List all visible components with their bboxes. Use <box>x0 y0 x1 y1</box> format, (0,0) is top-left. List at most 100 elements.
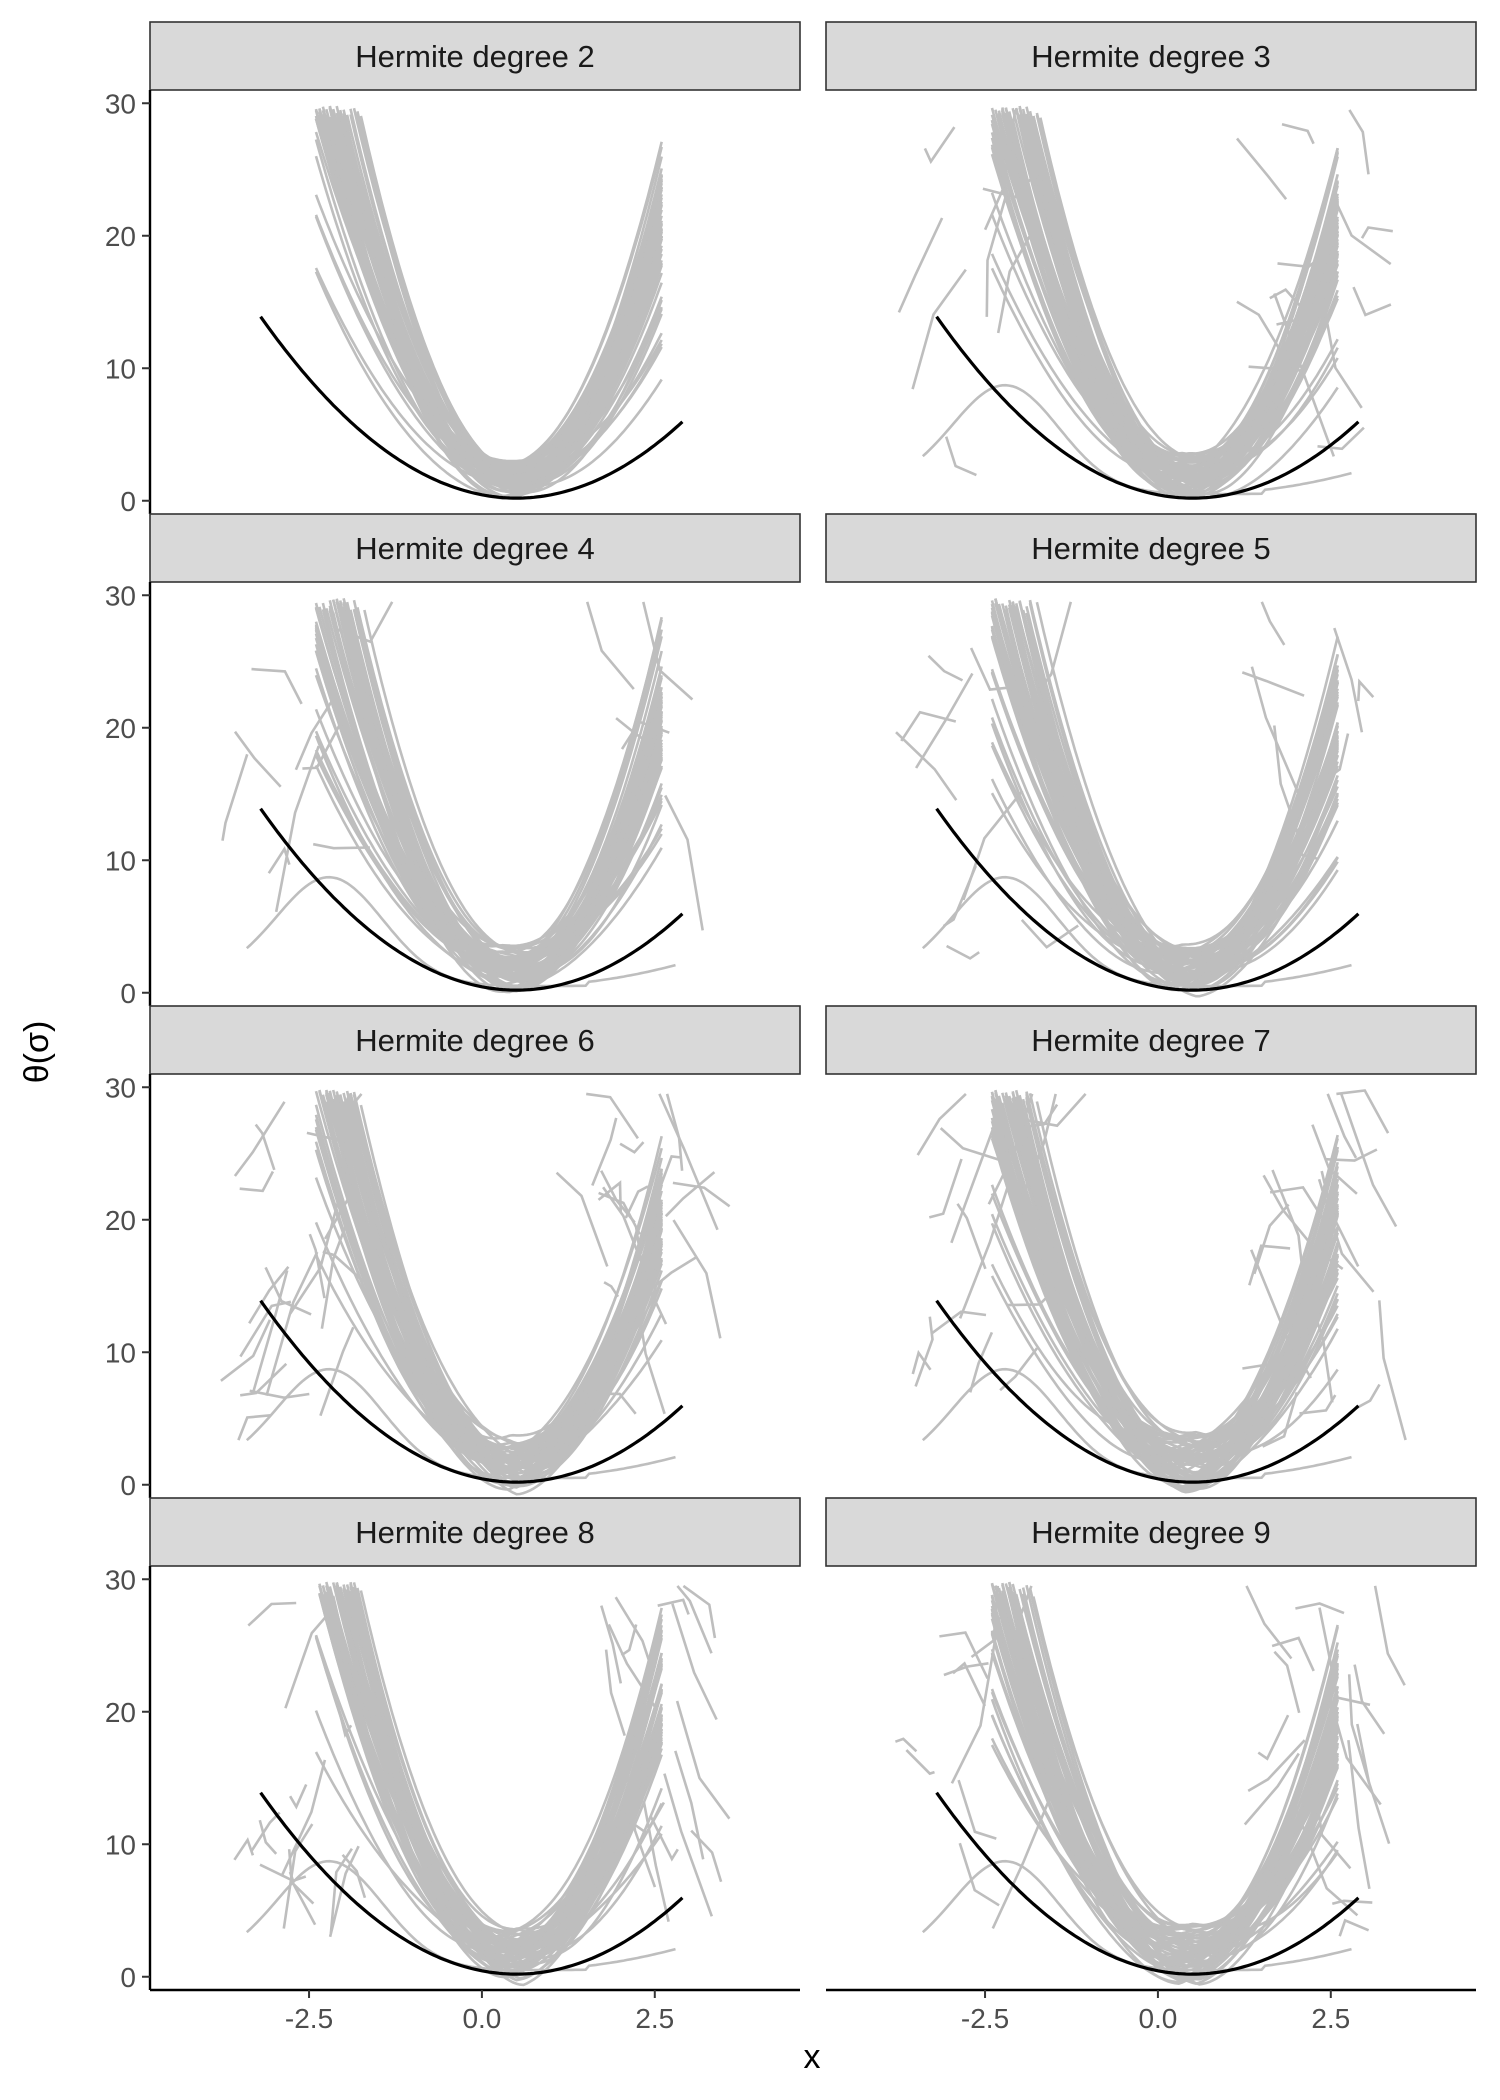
simulated-curve <box>987 1093 1034 1205</box>
simulated-curve <box>1242 1357 1294 1370</box>
simulated-curve <box>1253 1203 1290 1275</box>
simulated-curve <box>1262 1174 1322 1257</box>
simulated-curve <box>598 1191 642 1235</box>
simulated-curve <box>338 1595 663 1945</box>
simulated-curve <box>620 1624 638 1657</box>
simulated-curve <box>1273 1650 1301 1714</box>
simulated-curve <box>329 1847 353 1934</box>
simulated-curve <box>1321 297 1363 409</box>
simulated-curve <box>1311 1124 1358 1195</box>
simulated-curve <box>905 1749 935 1776</box>
simulated-curve <box>1348 109 1370 175</box>
simulated-curve <box>1347 1739 1371 1890</box>
simulated-curve <box>314 267 663 488</box>
simulated-curve <box>1269 1185 1324 1219</box>
simulated-curves <box>894 1581 1406 1986</box>
simulated-curve <box>1353 1383 1381 1411</box>
simulated-curve <box>663 1773 714 1917</box>
y-tick-label: 0 <box>120 1962 136 1993</box>
simulated-curve <box>237 1414 271 1441</box>
simulated-curve <box>634 1226 668 1325</box>
simulated-curve <box>352 1100 663 1458</box>
simulated-curve <box>318 1585 663 1960</box>
simulated-curve <box>585 601 635 690</box>
simulated-curve <box>928 1158 963 1219</box>
simulated-curve <box>1014 607 1339 953</box>
simulated-curve <box>314 708 663 950</box>
panel-title: Hermite degree 6 <box>355 1023 595 1058</box>
simulated-curve <box>626 1774 657 1888</box>
simulated-curve <box>1356 1723 1391 1845</box>
true-curve <box>935 315 1360 500</box>
simulated-curve <box>321 117 663 478</box>
y-tick-label: 20 <box>105 713 136 744</box>
true-curve <box>259 1791 684 1976</box>
simulated-curve <box>1245 1585 1293 1660</box>
simulated-curve <box>657 1598 690 1615</box>
panel-8: Hermite degree 9 -2.5 0.0 2.5 <box>825 1497 1477 2034</box>
simulated-curves <box>895 598 1375 998</box>
panel-strip <box>825 1497 1477 1567</box>
simulated-curve <box>1313 733 1350 789</box>
panel-strip <box>149 513 801 583</box>
simulated-curve <box>591 1117 618 1186</box>
simulated-curve <box>996 235 1031 334</box>
simulated-curve <box>1302 1280 1334 1403</box>
simulated-curve <box>1347 1674 1371 1784</box>
simulated-curve <box>900 710 957 742</box>
simulated-curve <box>1020 919 1079 949</box>
simulated-curve <box>284 1609 333 1709</box>
simulated-curve <box>1001 113 1339 489</box>
simulated-curve <box>624 1185 649 1219</box>
true-curve <box>935 1299 1360 1484</box>
simulated-curve <box>620 720 670 750</box>
simulated-curve <box>250 1811 281 1852</box>
simulated-curve <box>1236 300 1286 359</box>
simulated-curve <box>323 1109 360 1240</box>
simulated-curve <box>306 1093 351 1142</box>
y-tick-label: 0 <box>120 978 136 1009</box>
simulated-curve <box>280 1759 327 1877</box>
simulated-curve <box>314 637 663 964</box>
simulated-curves <box>314 105 663 500</box>
simulated-curve <box>957 1779 997 1840</box>
simulated-curve <box>1016 1103 1059 1130</box>
true-curve <box>259 315 684 500</box>
panel-strip <box>149 1005 801 1075</box>
simulated-curve <box>1276 292 1311 326</box>
panel-strip <box>149 21 801 91</box>
x-tick-label: 0.0 <box>462 2003 501 2034</box>
simulated-curve <box>288 1783 308 1810</box>
simulated-curve <box>1373 1585 1406 1686</box>
simulated-curve <box>274 745 320 913</box>
simulated-curve <box>615 717 652 746</box>
simulated-curve <box>1014 1098 1339 1482</box>
simulated-curve <box>985 194 1008 317</box>
panel-title: Hermite degree 5 <box>1031 531 1271 566</box>
simulated-curve <box>1021 609 1339 980</box>
simulated-curve <box>642 601 694 701</box>
y-tick-label: 10 <box>105 1337 136 1368</box>
simulated-curve <box>233 1101 286 1177</box>
simulated-curve <box>1317 1178 1375 1293</box>
simulated-curve <box>642 1800 670 1922</box>
simulated-curve <box>997 1593 1339 1937</box>
simulated-curve <box>312 842 370 850</box>
y-tick-label: 10 <box>105 845 136 876</box>
simulated-curve <box>956 1203 987 1270</box>
simulated-curve <box>1028 110 1339 481</box>
simulated-curve <box>1299 1394 1337 1415</box>
y-tick-label: 30 <box>105 1564 136 1595</box>
simulated-curve <box>1025 106 1339 460</box>
simulated-curve <box>1249 1249 1313 1379</box>
simulated-curve <box>664 1171 716 1218</box>
panel-3: Hermite degree 4 0 10 20 30 <box>105 513 801 1009</box>
y-tick-label: 30 <box>105 1072 136 1103</box>
simulated-curve <box>1333 627 1364 733</box>
y-tick-label: 20 <box>105 1205 136 1236</box>
simulated-curve <box>1250 666 1301 796</box>
simulated-curve <box>1001 107 1339 500</box>
simulated-curve <box>1262 1392 1299 1448</box>
simulated-curves <box>897 105 1393 500</box>
